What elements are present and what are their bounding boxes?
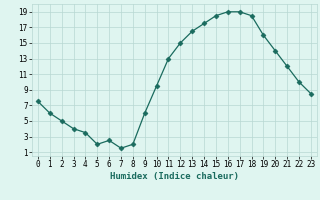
X-axis label: Humidex (Indice chaleur): Humidex (Indice chaleur)	[110, 172, 239, 181]
